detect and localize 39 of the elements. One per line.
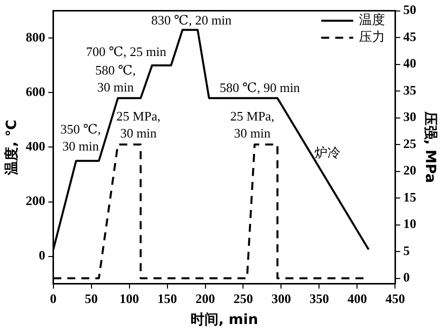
annotation: 700 ℃, 25 min	[86, 44, 167, 60]
x-tick-label: 250	[233, 290, 253, 306]
x-tick-label: 300	[271, 290, 291, 306]
y-tick-label: 600	[26, 84, 46, 99]
y2-tick-label: 5	[403, 242, 410, 258]
x-tick-label: 200	[196, 290, 216, 306]
annotation: 580 ℃, 90 min	[220, 80, 300, 96]
y-tick-label: 0	[38, 248, 46, 263]
y-axis-title: 温度, ℃	[3, 120, 20, 176]
y2-tick-label: 20	[403, 162, 416, 178]
y2-tick-label: 40	[403, 56, 416, 71]
y2-tick-label: 50	[403, 2, 416, 18]
legend-label: 压力	[359, 29, 386, 44]
y-tick-label: 400	[26, 138, 46, 154]
y-tick-label: 800	[26, 29, 46, 44]
x-tick-label: 100	[120, 290, 140, 306]
annotation: 25 MPa, 30 min	[230, 108, 274, 141]
y2-tick-label: 15	[403, 189, 417, 204]
annotation: 830 ℃, 20 min	[151, 12, 232, 28]
annotation: 580 ℃, 30 min	[95, 62, 136, 95]
x-tick-label: 400	[347, 290, 367, 306]
legend-label: 温度	[359, 12, 386, 28]
annotation: 炉冷	[314, 144, 341, 160]
x-axis-title: 时间, min	[190, 312, 258, 328]
y2-tick-label: 25	[403, 136, 417, 151]
x-tick-label: 150	[158, 290, 178, 306]
annotation: 350 ℃, 30 min	[60, 122, 101, 154]
y2-tick-label: 10	[403, 216, 416, 232]
y2-tick-label: 0	[403, 270, 410, 285]
x-tick-label: 450	[385, 290, 405, 306]
y2-tick-label: 30	[403, 109, 416, 124]
x-tick-label: 350	[309, 290, 329, 306]
y2-axis-title: 压强, MPa	[422, 110, 438, 183]
y2-tick-label: 45	[403, 28, 417, 44]
y-tick-label: 200	[26, 193, 46, 208]
x-tick-label: 50	[84, 290, 98, 306]
x-tick-label: 0	[50, 290, 57, 306]
y2-tick-label: 35	[403, 82, 417, 98]
annotation: 25 MPa, 30 min	[116, 108, 160, 141]
